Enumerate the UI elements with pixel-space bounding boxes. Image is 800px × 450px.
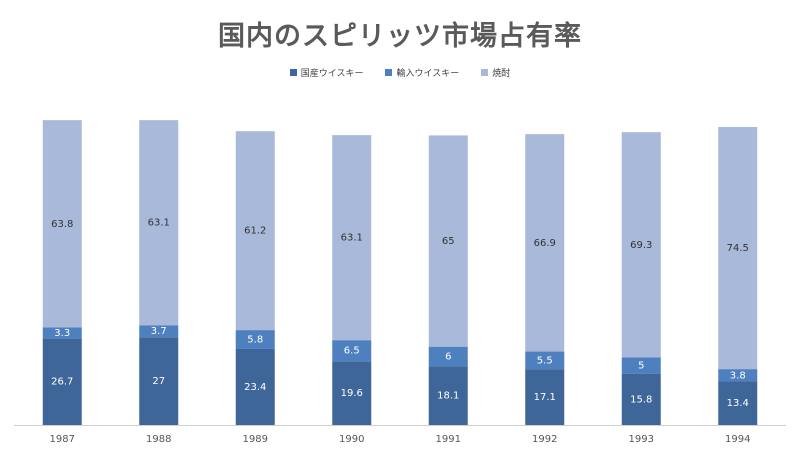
data-label-1987-series-0: 26.7 xyxy=(51,377,73,388)
data-label-1992-series-2: 66.9 xyxy=(534,238,556,249)
data-label-1989-series-2: 61.2 xyxy=(244,226,266,237)
data-label-1994-series-0: 13.4 xyxy=(727,398,749,409)
bar-1991-series-1 xyxy=(428,346,468,367)
bar-1993-series-0 xyxy=(621,373,661,425)
data-label-1993-series-1: 5 xyxy=(638,361,644,372)
bar-1988-series-0 xyxy=(139,337,179,425)
bar-1989-series-1 xyxy=(235,330,275,349)
data-label-1987-series-1: 3.3 xyxy=(54,328,70,339)
bar-1990-series-0 xyxy=(332,361,372,425)
x-tick-label-1991: 1991 xyxy=(436,434,461,445)
bar-1992-series-1 xyxy=(525,351,565,370)
chart-title: 国内のスピリッツ市場占有率 xyxy=(218,21,582,52)
bar-1987-series-2 xyxy=(42,120,82,328)
bar-1990-series-1 xyxy=(332,340,372,362)
bar-1988-series-1 xyxy=(139,325,179,338)
bar-1991-series-2 xyxy=(428,135,468,347)
x-tick-label-1987: 1987 xyxy=(50,434,75,445)
data-label-1994-series-2: 74.5 xyxy=(727,243,749,254)
bar-1994-series-0 xyxy=(718,381,758,425)
bar-1991-series-0 xyxy=(428,366,468,426)
data-label-1988-series-1: 3.7 xyxy=(151,326,167,337)
x-tick-label-1992: 1992 xyxy=(532,434,557,445)
bar-1994-series-1 xyxy=(718,369,758,382)
bar-1989-series-0 xyxy=(235,348,275,425)
bar-1987-series-1 xyxy=(42,327,82,339)
bar-1989-series-2 xyxy=(235,131,275,331)
legend-item-shochu: 焼酎 xyxy=(481,66,510,79)
x-tick-label-1990: 1990 xyxy=(339,434,364,445)
data-label-1990-series-1: 6.5 xyxy=(344,346,360,357)
data-label-1990-series-0: 19.6 xyxy=(341,388,363,399)
x-tick-label-1988: 1988 xyxy=(146,434,171,445)
data-label-1990-series-2: 63.1 xyxy=(341,233,363,244)
data-label-1991-series-0: 18.1 xyxy=(437,391,459,402)
x-tick-label-1989: 1989 xyxy=(243,434,268,445)
legend-item-imported-whisky: 輸入ウイスキー xyxy=(385,66,459,79)
bar-1987-series-0 xyxy=(42,338,82,425)
bar-1992-series-0 xyxy=(525,369,565,426)
bar-1993-series-2 xyxy=(621,132,661,358)
data-label-1987-series-2: 63.8 xyxy=(51,219,73,230)
bar-1992-series-2 xyxy=(525,134,565,352)
data-label-1991-series-1: 6 xyxy=(445,351,451,362)
bar-1994-series-2 xyxy=(718,126,758,370)
legend-swatch-shochu xyxy=(481,69,489,76)
bar-1988-series-2 xyxy=(139,120,179,326)
legend: 国産ウイスキー 輸入ウイスキー 焼酎 xyxy=(0,66,800,79)
data-label-1992-series-1: 5.5 xyxy=(537,355,553,366)
bar-1990-series-2 xyxy=(332,135,372,341)
legend-swatch-imported-whisky xyxy=(385,69,393,76)
legend-item-domestic-whisky: 国産ウイスキー xyxy=(289,66,364,79)
data-label-1989-series-1: 5.8 xyxy=(247,335,263,346)
bar-1993-series-1 xyxy=(621,357,661,374)
legend-label-shochu: 焼酎 xyxy=(492,69,511,79)
x-tick-label-1993: 1993 xyxy=(629,434,654,445)
data-label-1991-series-2: 65 xyxy=(442,236,455,247)
legend-swatch-domestic-whisky xyxy=(289,69,297,76)
data-label-1992-series-0: 17.1 xyxy=(534,392,556,403)
data-label-1988-series-0: 27 xyxy=(152,376,165,387)
legend-label-imported-whisky: 輸入ウイスキー xyxy=(396,69,460,79)
data-label-1993-series-0: 15.8 xyxy=(630,394,652,405)
x-tick-label-1994: 1994 xyxy=(725,434,750,445)
data-label-1994-series-1: 3.8 xyxy=(730,370,746,381)
legend-label-domestic-whisky: 国産ウイスキー xyxy=(300,69,364,79)
data-label-1988-series-2: 63.1 xyxy=(148,218,170,229)
data-label-1989-series-0: 23.4 xyxy=(244,382,266,393)
data-label-1993-series-2: 69.3 xyxy=(630,240,652,251)
